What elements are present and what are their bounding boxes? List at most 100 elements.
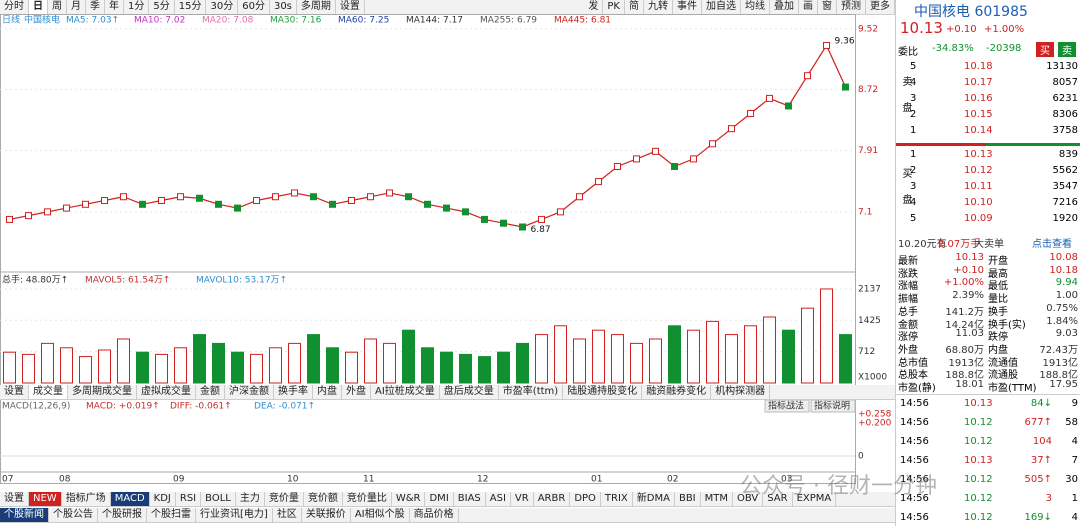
indicator-button[interactable]: MTM [701, 492, 733, 506]
indicator-button[interactable]: DPO [570, 492, 601, 506]
trade-count: 4 [1071, 436, 1078, 447]
indicator-tab[interactable]: 金额 [196, 385, 225, 399]
news-tab[interactable]: 关联报价 [302, 508, 351, 522]
news-tab[interactable]: 个股扫雷 [147, 508, 196, 522]
trade-time: 14:56 [900, 436, 929, 447]
candle [215, 200, 222, 208]
indicator-button[interactable]: ARBR [534, 492, 571, 506]
toolbar-button[interactable]: PK [603, 0, 625, 14]
toolbar-button[interactable]: 预测 [837, 0, 866, 14]
indicator-button[interactable]: 新DMA [633, 492, 675, 506]
indicator-tab[interactable]: 市盈率(ttm) [499, 385, 564, 399]
indicator-button[interactable]: TRIX [601, 492, 633, 506]
news-tab[interactable]: 个股研报 [98, 508, 147, 522]
indicator-tab[interactable]: 沪深金额 [225, 385, 274, 399]
indicator-button[interactable]: EXPMA [793, 492, 837, 506]
toolbar-button[interactable]: 15分 [175, 0, 207, 14]
volume-unit: X1000 [858, 373, 887, 383]
indicator-tab[interactable]: 盘后成交量 [440, 385, 499, 399]
toolbar-button[interactable]: 发 [584, 0, 604, 14]
indicator-button[interactable]: 指标广场 [62, 492, 111, 506]
candle [747, 110, 754, 118]
indicator-button[interactable]: 竞价量比 [343, 492, 392, 506]
toolbar-button[interactable]: 九转 [644, 0, 673, 14]
news-tab[interactable]: AI相似个股 [351, 508, 410, 522]
volume-bar [402, 329, 415, 384]
toolbar-button[interactable]: 加自选 [702, 0, 741, 14]
trade-time: 14:56 [900, 417, 929, 428]
volume-bar [3, 351, 16, 384]
news-tab[interactable]: 个股公告 [49, 508, 98, 522]
indicator-button[interactable]: SAR [763, 492, 793, 506]
toolbar-button[interactable]: 多周期 [297, 0, 336, 14]
candle [728, 125, 735, 133]
indicator-button[interactable]: BIAS [454, 492, 486, 506]
indicator-button[interactable]: BBI [675, 492, 701, 506]
indicator-button[interactable]: RSI [176, 492, 202, 506]
candle [120, 193, 127, 201]
toolbar-button[interactable]: 30分 [206, 0, 239, 14]
toolbar-button[interactable]: 月 [67, 0, 86, 14]
news-tab[interactable]: 行业资讯[电力] [196, 508, 273, 522]
indicator-button[interactable]: OBV [733, 492, 764, 506]
level-volume: 8306 [1052, 109, 1078, 120]
indicator-tab[interactable]: 换手率 [274, 385, 313, 399]
toolbar-button[interactable]: 简 [625, 0, 644, 14]
indicator-button[interactable]: MACD [110, 492, 150, 506]
toolbar-button[interactable]: 5分 [149, 0, 175, 14]
toolbar-button[interactable]: 季 [86, 0, 105, 14]
indicator-button[interactable]: 竞价量 [265, 492, 304, 506]
indicator-button[interactable]: VR [511, 492, 534, 506]
volume-label: MAVOL10: 53.17万↑ [196, 276, 287, 286]
indicator-tab[interactable]: 机构探测器 [711, 385, 771, 399]
buy-button[interactable]: 买 [1036, 42, 1054, 57]
stat-label: 量比 [988, 294, 1008, 306]
level-volume: 1920 [1052, 213, 1078, 224]
indicator-tab[interactable]: 陆股通持股变化 [563, 385, 643, 399]
indicator-button[interactable]: KDJ [150, 492, 176, 506]
toolbar-button[interactable]: 30s [270, 0, 297, 14]
indicator-tab[interactable]: 设置 [0, 385, 29, 399]
x-tick-label: 12 [477, 475, 488, 485]
toolbar-button[interactable]: 叠加 [770, 0, 799, 14]
toolbar-button[interactable]: 周 [48, 0, 67, 14]
toolbar-button[interactable]: 60分 [238, 0, 270, 14]
indicator-button[interactable]: 竞价额 [304, 492, 343, 506]
toolbar-button[interactable]: 事件 [673, 0, 702, 14]
x-tick-label: 02 [667, 475, 678, 485]
toolbar-button[interactable]: 更多 [866, 0, 895, 14]
indicator-tab[interactable]: 融资融券变化 [642, 385, 712, 399]
indicator-tab[interactable]: 虚拟成交量 [137, 385, 196, 399]
news-tab[interactable]: 社区 [273, 508, 302, 522]
toolbar-button[interactable]: 分时 [0, 0, 29, 14]
indicator-button[interactable]: 设置 [0, 492, 29, 506]
indicator-button[interactable]: ASI [486, 492, 511, 506]
level-price: 10.13 [964, 149, 993, 160]
toolbar-button[interactable]: 年 [105, 0, 124, 14]
trade-volume: 505↑ [1024, 474, 1052, 485]
toolbar-button[interactable]: 均线 [741, 0, 770, 14]
indicator-tab[interactable]: AI拉桩成交量 [371, 385, 440, 399]
level-volume: 3547 [1052, 181, 1078, 192]
trade-volume: 169↓ [1024, 512, 1052, 523]
indicator-button[interactable]: DMI [425, 492, 454, 506]
indicator-tab[interactable]: 成交量 [29, 385, 68, 399]
indicator-button[interactable]: NEW [29, 492, 62, 506]
indicator-tab[interactable]: 外盘 [342, 385, 371, 399]
volume-bar [326, 347, 339, 384]
toolbar-button[interactable]: 1分 [124, 0, 150, 14]
sell-button[interactable]: 卖 [1058, 42, 1076, 57]
news-tab[interactable]: 个股新闻 [0, 508, 49, 522]
trade-price: 10.12 [964, 512, 993, 523]
toolbar-button[interactable]: 日 [29, 0, 48, 14]
indicator-tab[interactable]: 多周期成交量 [68, 385, 137, 399]
toolbar-button[interactable]: 画 [799, 0, 818, 14]
news-tab[interactable]: 商品价格 [410, 508, 459, 522]
indicator-button[interactable]: BOLL [201, 492, 236, 506]
toolbar-button[interactable]: 设置 [336, 0, 365, 14]
toolbar-button[interactable]: 窗 [818, 0, 837, 14]
indicator-tab[interactable]: 内盘 [313, 385, 342, 399]
indicator-button[interactable]: 主力 [236, 492, 265, 506]
indicator-button[interactable]: W&R [392, 492, 426, 506]
volume-bar [231, 351, 244, 384]
